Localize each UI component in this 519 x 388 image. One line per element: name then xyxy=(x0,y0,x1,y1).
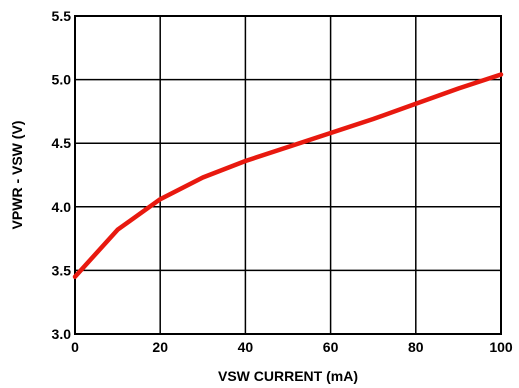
y-tick-label: 3.0 xyxy=(52,326,72,342)
y-tick-label: 3.5 xyxy=(52,262,72,278)
x-tick-labels: 0 20 40 60 80 100 xyxy=(71,339,513,355)
y-tick-labels: 3.0 3.5 4.0 4.5 5.0 5.5 xyxy=(52,8,72,342)
x-tick-label: 80 xyxy=(408,339,424,355)
x-tick-label: 40 xyxy=(238,339,254,355)
x-tick-label: 20 xyxy=(152,339,168,355)
x-tick-label: 0 xyxy=(71,339,79,355)
y-tick-label: 5.5 xyxy=(52,8,72,24)
x-tick-label: 60 xyxy=(323,339,339,355)
plot-frame xyxy=(74,15,502,335)
y-axis-label: VPWR - VSW (V) xyxy=(9,121,25,230)
y-tick-label: 5.0 xyxy=(52,72,72,88)
y-tick-label: 4.0 xyxy=(52,199,72,215)
y-tick-label: 4.5 xyxy=(52,135,72,151)
grid xyxy=(75,16,501,334)
series-line-0 xyxy=(72,72,504,280)
x-axis-label: VSW CURRENT (mA) xyxy=(218,368,358,384)
series-layer xyxy=(72,72,504,280)
x-tick-label: 100 xyxy=(489,339,513,355)
